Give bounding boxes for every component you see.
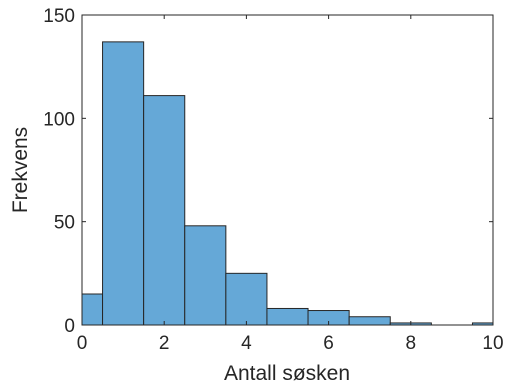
histogram-bar: [266, 307, 309, 326]
y-tick-label: 150: [43, 6, 75, 27]
x-axis-label: Antall søsken: [224, 362, 350, 385]
histogram-bar: [348, 316, 391, 326]
y-axis-label: Frekvens: [9, 127, 32, 213]
x-tick-label: 2: [159, 333, 170, 354]
histogram-bar: [81, 293, 104, 326]
x-tick-label: 4: [241, 333, 252, 354]
y-tick-label: 100: [43, 109, 75, 130]
histogram-bar: [184, 225, 227, 326]
x-tick-label: 0: [77, 333, 88, 354]
y-tick-label: 0: [64, 316, 75, 337]
bars-group: [81, 41, 494, 326]
histogram-bar: [102, 41, 145, 326]
x-tick-label: 8: [406, 333, 417, 354]
histogram-bar: [225, 272, 268, 326]
plot-box: [81, 14, 494, 326]
y-tick-label: 50: [54, 213, 75, 234]
x-tick-label: 10: [482, 333, 503, 354]
x-tick-label: 6: [323, 333, 334, 354]
histogram-bar: [143, 95, 186, 326]
